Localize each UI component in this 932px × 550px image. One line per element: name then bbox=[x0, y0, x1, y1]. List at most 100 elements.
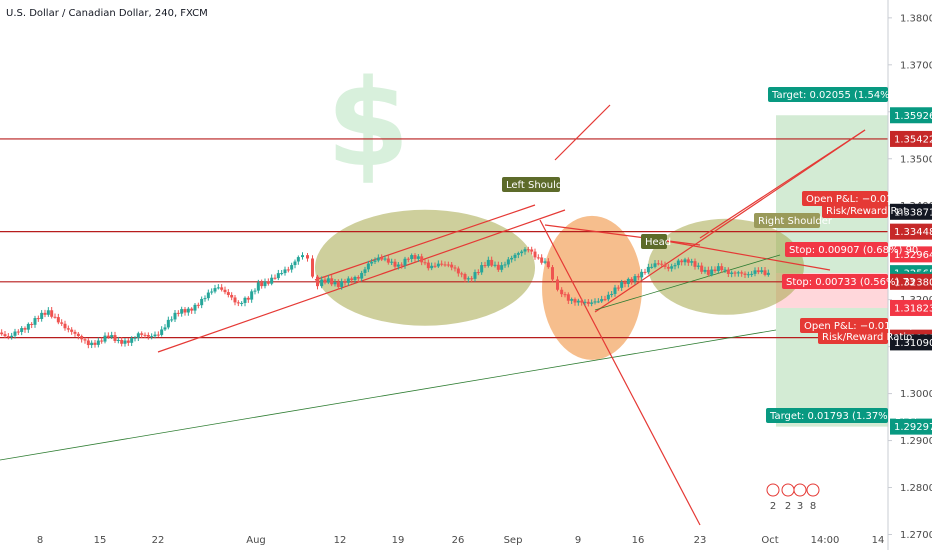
candle-body bbox=[763, 270, 767, 275]
candle-body bbox=[353, 276, 357, 281]
candle-body bbox=[616, 287, 620, 289]
candle-body bbox=[136, 333, 140, 338]
trend-line-9 bbox=[699, 129, 866, 239]
x-tick-label: Sep bbox=[504, 535, 523, 546]
candle-body bbox=[366, 263, 370, 270]
candle-body bbox=[53, 316, 57, 318]
price-label-bg bbox=[890, 273, 932, 290]
event-flag-number: 8 bbox=[810, 501, 816, 512]
candle-body bbox=[170, 319, 174, 321]
candle-body bbox=[160, 329, 164, 335]
candle-body bbox=[446, 264, 450, 266]
candle-body bbox=[713, 269, 717, 271]
y-tick-label: 1.28000 bbox=[900, 483, 932, 494]
candle-body bbox=[696, 265, 700, 267]
candle-body bbox=[393, 261, 397, 267]
candle-body bbox=[276, 273, 280, 279]
left-shoulder-label-bg bbox=[502, 177, 560, 192]
candle-body bbox=[440, 263, 444, 265]
candle-body bbox=[646, 266, 650, 273]
head-label: Head bbox=[645, 237, 671, 248]
candle-body bbox=[56, 317, 60, 323]
candle-body bbox=[643, 271, 647, 273]
price-label-bg bbox=[890, 334, 932, 351]
candle-body bbox=[306, 255, 309, 259]
candle-body bbox=[540, 257, 544, 263]
candle-body bbox=[316, 276, 319, 287]
candle-body bbox=[726, 269, 730, 274]
candle-body bbox=[706, 269, 710, 275]
x-tick-label: 12 bbox=[334, 535, 347, 546]
candle-body bbox=[613, 287, 617, 294]
candle-body bbox=[410, 255, 414, 260]
candle-body bbox=[113, 335, 117, 341]
candle-body bbox=[26, 323, 30, 330]
candle-body bbox=[76, 333, 80, 337]
candle-body bbox=[210, 291, 214, 293]
candle-body bbox=[563, 294, 567, 296]
candle-body bbox=[230, 294, 234, 298]
candle-body bbox=[546, 261, 550, 268]
candle-body bbox=[223, 289, 227, 293]
candle-body bbox=[510, 257, 514, 260]
trend-line-7 bbox=[594, 254, 781, 311]
candle-body bbox=[110, 335, 114, 338]
x-tick-label: 19 bbox=[392, 535, 405, 546]
price-label: 1.35926 bbox=[894, 111, 932, 122]
candle-body bbox=[183, 309, 187, 313]
candle-body bbox=[73, 331, 77, 334]
candle-body bbox=[133, 337, 137, 339]
candle-body bbox=[43, 312, 47, 315]
candle-body bbox=[36, 318, 40, 320]
candle-body bbox=[340, 281, 344, 287]
candle-body bbox=[40, 312, 44, 319]
candle-body bbox=[656, 263, 660, 265]
candle-body bbox=[180, 309, 184, 314]
candle-body bbox=[430, 265, 434, 269]
candle-body bbox=[566, 294, 570, 301]
candle-body bbox=[583, 301, 587, 303]
candle-body bbox=[126, 340, 130, 343]
open-pl-lower-label: Open P&L: −0.01475, bbox=[804, 321, 913, 332]
candle-body bbox=[130, 338, 134, 343]
candle-body bbox=[513, 254, 517, 258]
rr-lower-label: Risk/Reward Ratio bbox=[822, 332, 912, 343]
candle-body bbox=[246, 297, 250, 300]
candle-body bbox=[560, 289, 564, 295]
candle-body bbox=[720, 266, 724, 271]
candle-body bbox=[23, 328, 27, 330]
candle-body bbox=[586, 301, 590, 304]
candle-body bbox=[606, 294, 610, 300]
price-label: 1.33871 bbox=[894, 207, 932, 218]
rr-lower-label-bg bbox=[818, 329, 888, 344]
candle-body bbox=[123, 340, 127, 344]
candle-body bbox=[186, 308, 190, 313]
candle-body bbox=[363, 269, 367, 273]
candle-body bbox=[156, 334, 160, 336]
candle-body bbox=[330, 278, 334, 285]
candle-body bbox=[150, 336, 154, 338]
trend-line-5 bbox=[314, 204, 536, 281]
y-tick-label: 1.37000 bbox=[900, 60, 932, 71]
candle-body bbox=[63, 323, 67, 329]
candle-body bbox=[46, 310, 50, 315]
candle-body bbox=[346, 278, 350, 283]
candles bbox=[0, 246, 770, 349]
target-upper-label-bg bbox=[768, 87, 888, 102]
head-label-bg bbox=[641, 234, 667, 249]
candle-body bbox=[213, 288, 217, 292]
target-lower-label-bg bbox=[766, 408, 888, 423]
x-tick-label: 9 bbox=[575, 535, 581, 546]
candle-body bbox=[503, 264, 507, 266]
candle-body bbox=[423, 262, 427, 264]
candle-body bbox=[336, 282, 340, 287]
candle-body bbox=[736, 272, 740, 274]
candle-body bbox=[386, 258, 390, 263]
candle-body bbox=[756, 270, 760, 273]
candle-body bbox=[50, 310, 54, 317]
candle-body bbox=[66, 328, 70, 330]
stop-upper-label-bg bbox=[785, 242, 888, 257]
x-tick-label: 8 bbox=[37, 535, 43, 546]
candle-body bbox=[293, 261, 297, 266]
